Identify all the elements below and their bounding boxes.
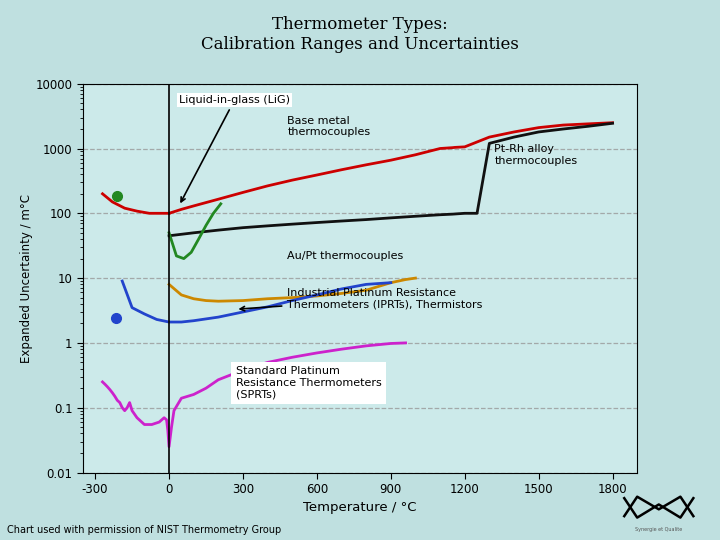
Y-axis label: Expanded Uncertainty / m°C: Expanded Uncertainty / m°C	[19, 194, 32, 362]
Text: Liquid-in-glass (LiG): Liquid-in-glass (LiG)	[179, 95, 290, 202]
Text: Thermometer Types:
Calibration Ranges and Uncertainties: Thermometer Types: Calibration Ranges an…	[201, 16, 519, 53]
Text: Chart used with permission of NIST Thermometry Group: Chart used with permission of NIST Therm…	[7, 524, 282, 535]
Text: Base metal
thermocouples: Base metal thermocouples	[287, 116, 370, 137]
Text: Industrial Platinum Resistance
Thermometers (IPRTs), Thermistors: Industrial Platinum Resistance Thermomet…	[240, 288, 482, 311]
Text: Standard Platinum
Resistance Thermometers
(SPRTs): Standard Platinum Resistance Thermometer…	[235, 367, 382, 400]
Text: Synergie et Qualite: Synergie et Qualite	[635, 526, 683, 532]
X-axis label: Temperature / °C: Temperature / °C	[303, 502, 417, 515]
Text: Au/Pt thermocouples: Au/Pt thermocouples	[287, 251, 404, 261]
Text: Pt-Rh alloy
thermocouples: Pt-Rh alloy thermocouples	[495, 144, 577, 166]
